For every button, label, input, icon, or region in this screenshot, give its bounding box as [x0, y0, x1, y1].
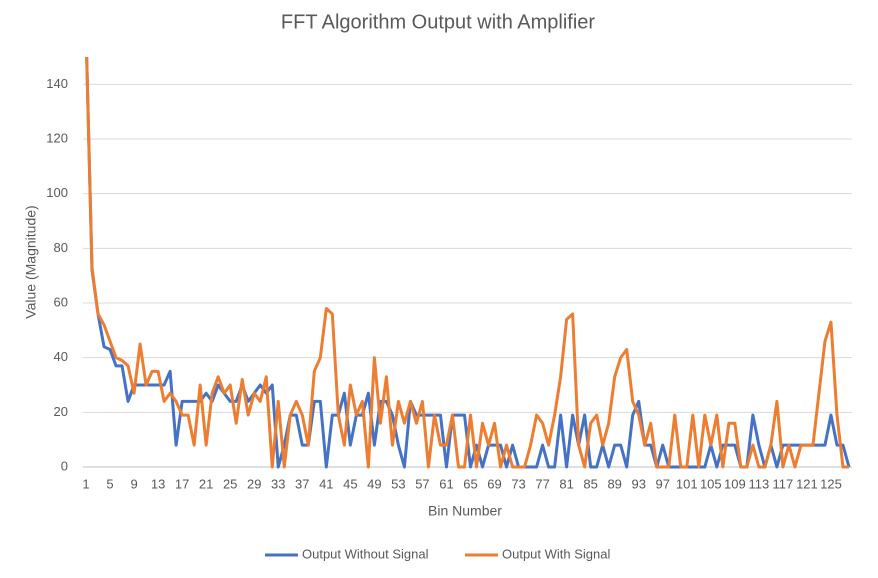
y-axis-title: Value (Magnitude): [23, 205, 39, 318]
y-tick-label: 20: [54, 404, 68, 419]
x-tick-label: 17: [175, 476, 189, 491]
y-tick-label: 140: [46, 76, 68, 91]
x-tick-label: 65: [463, 476, 477, 491]
x-tick-label: 41: [319, 476, 333, 491]
y-tick-label: 80: [54, 240, 68, 255]
x-tick-label: 93: [631, 476, 645, 491]
y-tick-label: 40: [54, 349, 68, 364]
x-tick-label: 21: [199, 476, 213, 491]
chart-title: FFT Algorithm Output with Amplifier: [281, 11, 596, 33]
x-tick-label: 1: [82, 476, 89, 491]
y-tick-label: 100: [46, 185, 68, 200]
x-axis-title: Bin Number: [428, 503, 502, 519]
x-tick-label: 125: [820, 476, 842, 491]
y-tick-label: 0: [61, 458, 68, 473]
x-tick-label: 77: [535, 476, 549, 491]
x-tick-label: 85: [583, 476, 597, 491]
x-tick-label: 97: [656, 476, 670, 491]
x-tick-label: 81: [559, 476, 573, 491]
x-tick-label: 33: [271, 476, 285, 491]
plot-area: [85, 57, 851, 469]
x-tick-label: 9: [130, 476, 137, 491]
y-tick-label: 120: [46, 130, 68, 145]
x-tick-label: 73: [511, 476, 525, 491]
x-tick-label: 5: [106, 476, 113, 491]
legend-label: Output Without Signal: [302, 546, 429, 561]
x-tick-label: 89: [607, 476, 621, 491]
x-tick-label: 13: [151, 476, 165, 491]
x-tick-label: 29: [247, 476, 261, 491]
x-tick-label: 69: [487, 476, 501, 491]
x-tick-label: 25: [223, 476, 237, 491]
x-tick-label: 53: [391, 476, 405, 491]
x-tick-label: 37: [295, 476, 309, 491]
x-tick-label: 109: [724, 476, 746, 491]
x-tick-label: 61: [439, 476, 453, 491]
x-tick-label: 113: [749, 476, 770, 491]
x-tick-label: 117: [773, 476, 794, 491]
y-tick-label: 60: [54, 294, 68, 309]
x-tick-label: 101: [676, 476, 698, 491]
x-tick-label: 121: [796, 476, 818, 491]
x-tick-label: 105: [700, 476, 722, 491]
x-tick-label: 45: [343, 476, 357, 491]
legend-label: Output With Signal: [502, 546, 610, 561]
x-tick-label: 57: [415, 476, 429, 491]
series-line: [85, 57, 849, 469]
x-tick-label: 49: [367, 476, 381, 491]
